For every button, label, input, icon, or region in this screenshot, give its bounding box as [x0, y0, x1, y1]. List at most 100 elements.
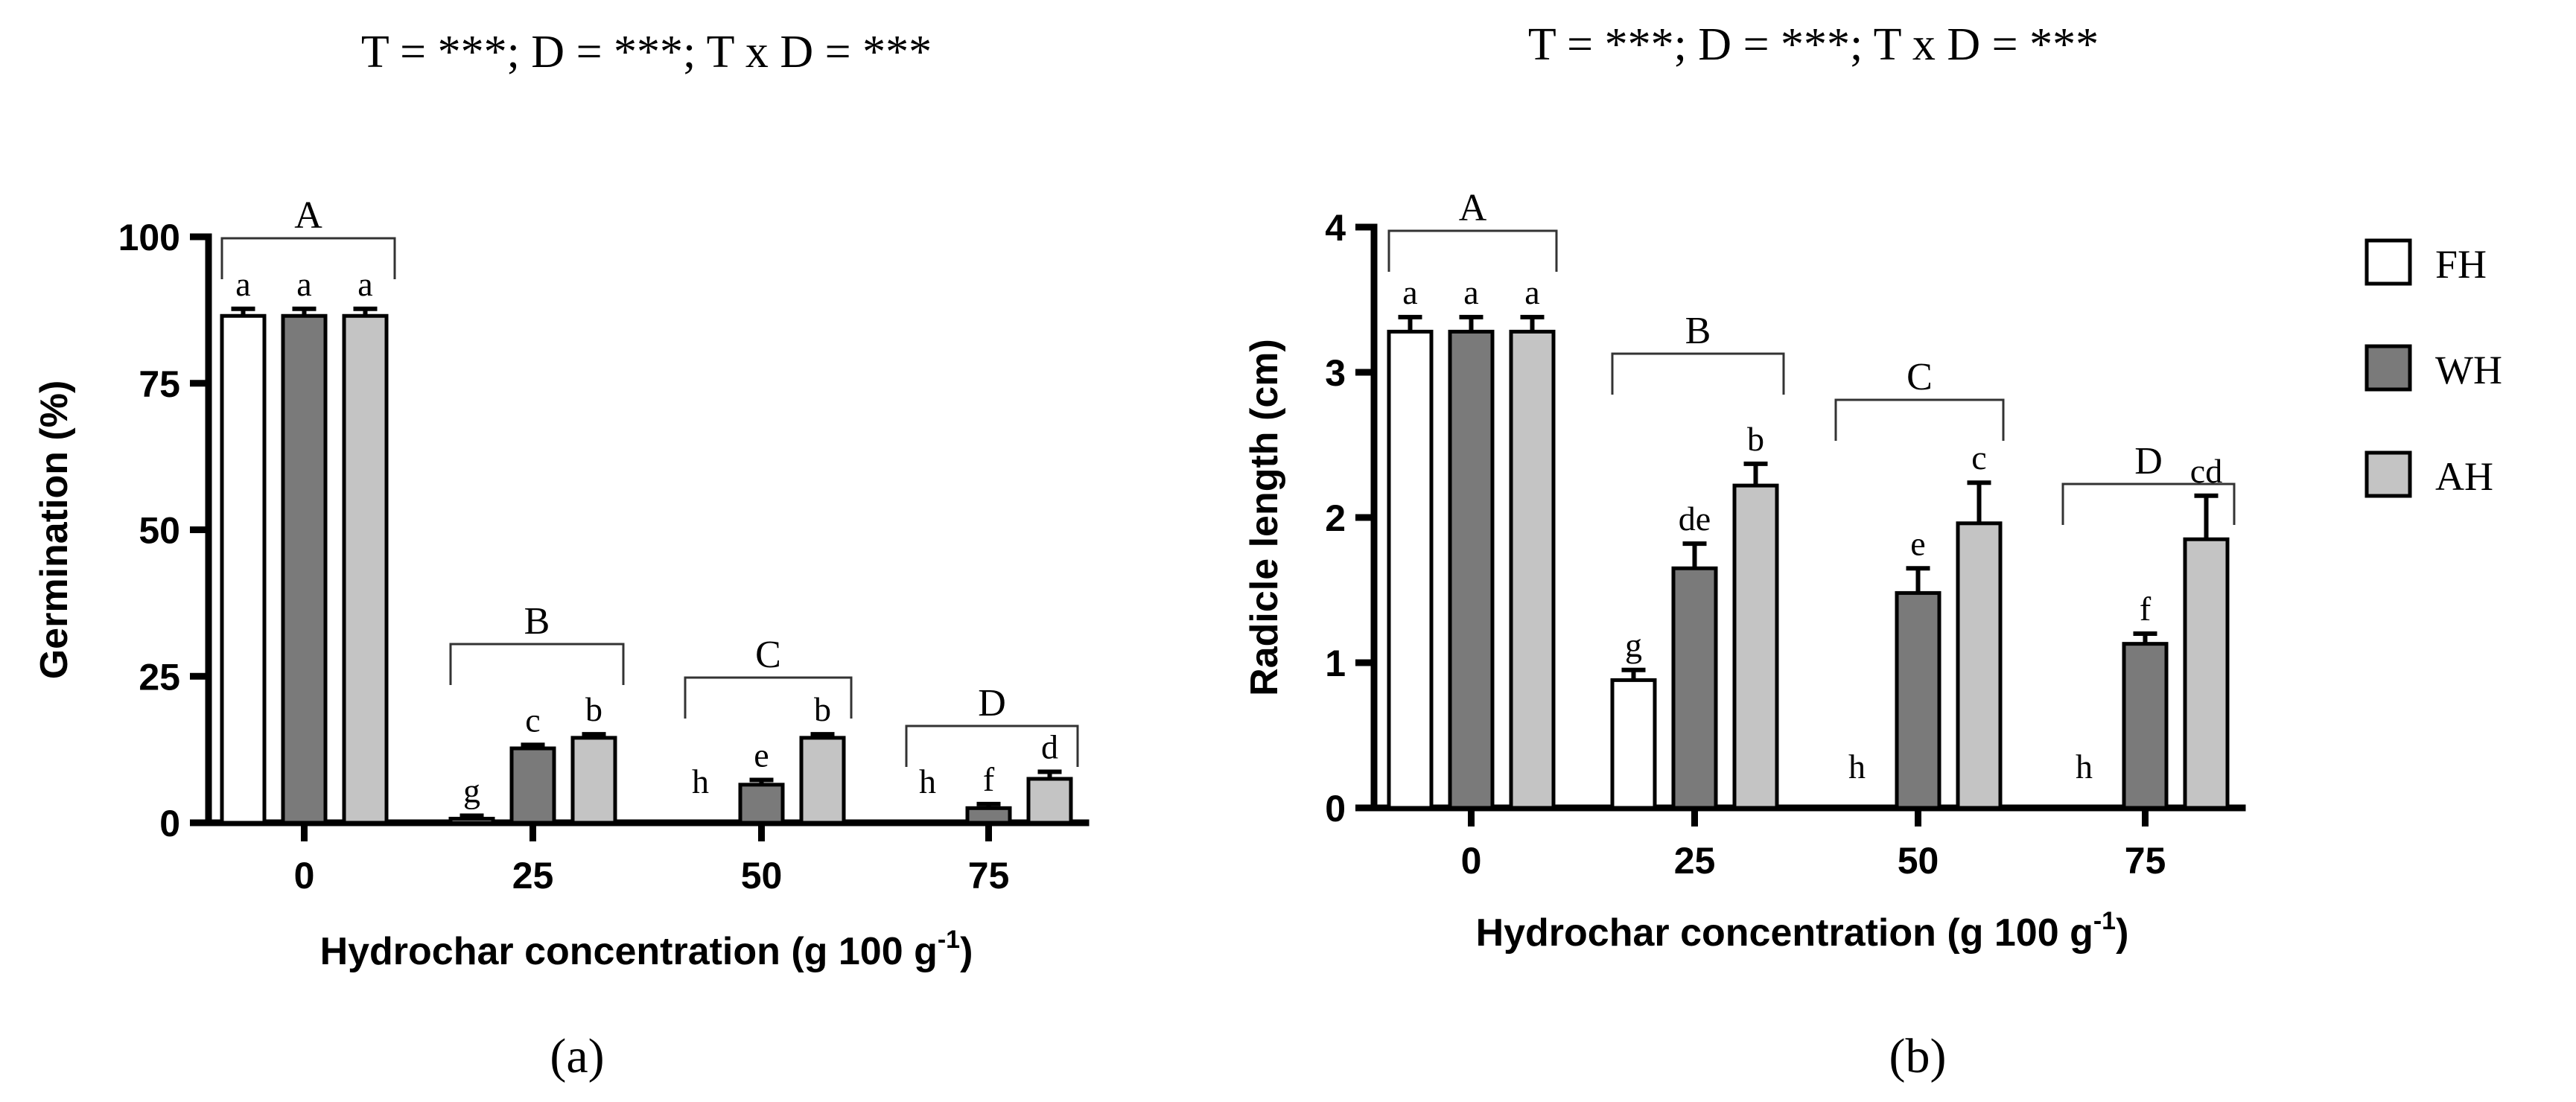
- bar-ah: [342, 313, 389, 825]
- significance-letter: b: [814, 690, 831, 728]
- legend-swatch-wh: [2364, 344, 2412, 392]
- y-tick-label: 0: [159, 803, 180, 844]
- group-label: D: [978, 682, 1006, 724]
- bar-wh: [1895, 590, 1941, 810]
- legend-label-wh: WH: [2435, 348, 2502, 392]
- legend-label-fh: FH: [2435, 242, 2487, 287]
- significance-letter: a: [1463, 273, 1478, 311]
- y-tick-label: 75: [139, 363, 180, 405]
- group-label: C: [755, 634, 781, 676]
- y-tick-label: 25: [139, 656, 180, 698]
- x-axis-label: Hydrochar concentration (g 100 g-1): [1476, 907, 2129, 955]
- y-tick-label: 1: [1325, 643, 1346, 684]
- x-axis-label: Hydrochar concentration (g 100 g-1): [320, 926, 973, 973]
- y-tick-label: 2: [1325, 497, 1346, 539]
- y-tick-label: 100: [118, 217, 180, 258]
- x-axis-label-close: ): [960, 930, 973, 973]
- significance-letter: e: [1910, 524, 1925, 562]
- y-tick-label: 0: [1325, 788, 1346, 829]
- x-axis-label-superscript: -1: [2093, 907, 2116, 935]
- significance-letter: a: [235, 265, 250, 303]
- group-bracket: [220, 237, 396, 279]
- chart-title: T = ***; D = ***; T x D = ***: [361, 27, 932, 77]
- bar-ah: [2183, 537, 2230, 810]
- group-bracket: [684, 676, 853, 719]
- significance-letter: f: [2140, 590, 2152, 628]
- y-tick-label: 3: [1325, 352, 1346, 394]
- significance-letter: h: [692, 762, 709, 800]
- group-bracket: [1834, 398, 2005, 441]
- group-bracket: [449, 643, 625, 685]
- bar-ah: [1732, 483, 1779, 810]
- y-axis-label: Germination (%): [33, 380, 76, 680]
- significance-letter: a: [357, 265, 372, 303]
- significance-letter: g: [463, 772, 480, 810]
- bar-wh: [2122, 642, 2169, 810]
- bar-wh: [1671, 566, 1718, 810]
- significance-letter: b: [585, 690, 602, 728]
- significance-letter: a: [1402, 273, 1417, 311]
- significance-letter: h: [919, 762, 936, 800]
- bar-wh: [281, 313, 328, 825]
- significance-letter: c: [1971, 439, 1986, 477]
- significance-letter: f: [983, 760, 995, 798]
- group-label: B: [1685, 310, 1711, 352]
- group-label: A: [1459, 187, 1487, 229]
- significance-letter: h: [2076, 748, 2093, 786]
- x-tick-label: 50: [741, 855, 783, 896]
- x-tick-label: 25: [1674, 840, 1716, 882]
- group-label: C: [1906, 356, 1933, 398]
- bar-wh: [965, 806, 1012, 825]
- x-axis-label-superscript: -1: [938, 926, 960, 954]
- panel-label: (b): [1889, 1029, 1947, 1083]
- y-tick-label: 50: [139, 510, 180, 552]
- group-label: A: [294, 194, 322, 237]
- legend-swatch-fh: [2364, 238, 2412, 286]
- x-tick-label: 50: [1898, 840, 1939, 882]
- bar-ah: [1956, 521, 2003, 810]
- group-bracket: [905, 724, 1079, 767]
- significance-letter: a: [296, 265, 311, 303]
- bar-wh: [509, 746, 556, 825]
- x-axis-label-text: Hydrochar concentration (g 100 g: [1476, 911, 2093, 955]
- significance-letter: a: [1524, 273, 1539, 311]
- x-tick-label: 75: [2125, 840, 2166, 882]
- group-bracket: [1611, 352, 1785, 395]
- panel-label: (a): [550, 1029, 604, 1083]
- significance-letter: c: [525, 701, 540, 739]
- bar-ah: [799, 736, 846, 825]
- significance-letter: b: [1747, 420, 1764, 458]
- y-tick-label: 4: [1325, 207, 1346, 249]
- bar-fh: [220, 313, 267, 825]
- bar-wh: [738, 783, 785, 825]
- x-tick-label: 75: [968, 855, 1010, 896]
- significance-letter: e: [754, 736, 769, 774]
- chart-panel-b: T = ***; D = ***; T x D = *** 0 1 2 3 4 Radicl…: [1243, 19, 2246, 1083]
- significance-letter: d: [1041, 728, 1058, 766]
- x-axis-label-close: ): [2116, 911, 2128, 955]
- bar-ah: [1026, 777, 1073, 825]
- group-label: B: [524, 600, 550, 643]
- significance-letter: h: [1848, 748, 1866, 786]
- group-bracket: [1387, 229, 1558, 272]
- bar-wh: [1448, 329, 1495, 810]
- x-axis-label-text: Hydrochar concentration (g 100 g: [320, 930, 938, 973]
- chart-panel-a: T = ***; D = ***; T x D = *** 0 25 50 75 100 G…: [33, 27, 1090, 1083]
- chart-title: T = ***; D = ***; T x D = ***: [1528, 19, 2099, 70]
- significance-letter: g: [1625, 626, 1642, 664]
- bar-ah: [1509, 329, 1556, 810]
- legend-label-ah: AH: [2435, 454, 2493, 499]
- group-label: D: [2134, 440, 2163, 482]
- x-tick-label: 25: [512, 855, 554, 896]
- bar-ah: [570, 736, 617, 825]
- bar-fh: [1610, 678, 1657, 810]
- x-tick-label: 0: [294, 855, 315, 896]
- group-bracket: [2061, 482, 2236, 525]
- y-axis-label: Radicle length (cm): [1243, 339, 1286, 696]
- x-tick-label: 0: [1461, 840, 1482, 882]
- bar-fh: [448, 816, 495, 825]
- bar-fh: [1387, 329, 1434, 810]
- significance-letter: de: [1679, 500, 1711, 538]
- legend: FH WH AH: [2364, 238, 2502, 499]
